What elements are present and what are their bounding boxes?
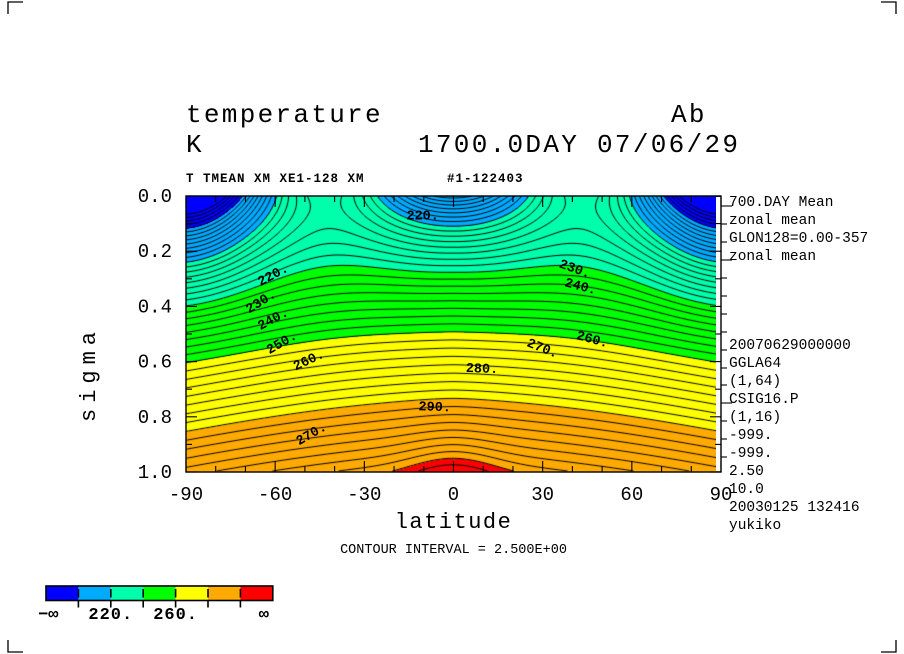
svg-text:250.: 250. — [265, 329, 301, 358]
svg-text:10.0: 10.0 — [729, 482, 764, 498]
svg-text:240.: 240. — [563, 276, 598, 299]
svg-text:-30: -30 — [347, 484, 381, 506]
svg-text:1.0: 1.0 — [138, 462, 172, 484]
svg-text:GGLA64: GGLA64 — [729, 356, 781, 372]
svg-text:2.50: 2.50 — [729, 464, 764, 480]
svg-text:20030125 132416: 20030125 132416 — [729, 500, 860, 516]
svg-text:-999.: -999. — [729, 428, 773, 444]
svg-text:∞: ∞ — [259, 606, 270, 625]
svg-text:K: K — [186, 130, 204, 160]
svg-text:Ab: Ab — [671, 100, 707, 130]
svg-text:CONTOUR INTERVAL = 2.500E+00: CONTOUR INTERVAL = 2.500E+00 — [340, 543, 567, 558]
svg-text:(1,16): (1,16) — [729, 410, 781, 426]
svg-text:#1-122403: #1-122403 — [447, 172, 524, 186]
svg-text:1700.0DAY 07/06/29: 1700.0DAY 07/06/29 — [418, 130, 740, 160]
svg-text:220.: 220. — [406, 210, 438, 225]
svg-text:0.6: 0.6 — [138, 352, 172, 374]
svg-text:60: 60 — [620, 484, 643, 506]
svg-text:zonal mean: zonal mean — [729, 249, 816, 265]
svg-text:latitude: latitude — [395, 510, 513, 535]
svg-text:0: 0 — [448, 484, 459, 506]
svg-text:GLON128=0.00-357: GLON128=0.00-357 — [729, 231, 868, 247]
svg-text:220.: 220. — [256, 262, 292, 290]
svg-text:zonal mean: zonal mean — [729, 213, 816, 229]
svg-text:700.DAY Mean: 700.DAY Mean — [729, 195, 833, 211]
svg-text:290.: 290. — [418, 400, 451, 416]
svg-text:30: 30 — [531, 484, 554, 506]
svg-text:temperature: temperature — [186, 100, 383, 130]
svg-text:260.: 260. — [291, 348, 327, 375]
svg-text:260.: 260. — [153, 606, 198, 625]
svg-text:T TMEAN XM XE1-128 XM: T TMEAN XM XE1-128 XM — [186, 172, 365, 186]
svg-text:0.0: 0.0 — [138, 186, 172, 208]
svg-text:20070629000000: 20070629000000 — [729, 338, 851, 354]
svg-text:0.4: 0.4 — [138, 296, 172, 318]
svg-text:yukiko: yukiko — [729, 518, 781, 534]
svg-text:270.: 270. — [524, 337, 560, 363]
svg-text:sigma: sigma — [77, 326, 102, 422]
svg-text:280.: 280. — [466, 362, 499, 378]
svg-text:-90: -90 — [169, 484, 203, 506]
svg-text:CSIG16.P: CSIG16.P — [729, 392, 799, 408]
svg-text:(1,64): (1,64) — [729, 374, 781, 390]
svg-text:-999.: -999. — [729, 446, 773, 462]
svg-text:0.8: 0.8 — [138, 407, 172, 429]
svg-text:260.: 260. — [574, 329, 609, 352]
svg-text:0.2: 0.2 — [138, 241, 172, 263]
svg-text:−∞: −∞ — [38, 606, 59, 625]
svg-text:270.: 270. — [294, 421, 330, 450]
svg-text:220.: 220. — [88, 606, 133, 625]
svg-text:-60: -60 — [258, 484, 292, 506]
